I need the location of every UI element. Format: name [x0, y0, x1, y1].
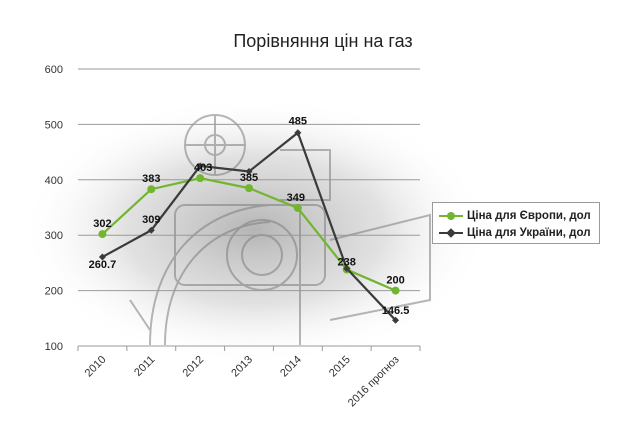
data-label: 146.5 — [382, 305, 410, 317]
y-tick-label: 100 — [45, 341, 63, 353]
data-labels: 302 383 403 385 349 238 200 260.7 309 485 146.5 — [89, 116, 410, 318]
data-label: 260.7 — [89, 259, 117, 271]
data-label: 403 — [194, 162, 212, 174]
point-marker-1 — [245, 167, 253, 175]
y-tick-label: 200 — [45, 286, 63, 298]
data-label: 302 — [93, 218, 111, 230]
legend-item-europe: Ціна для Європи, дол — [439, 208, 593, 223]
point-marker-0 — [293, 204, 302, 213]
series-layer — [98, 129, 400, 324]
data-label: 349 — [287, 192, 305, 204]
legend: Ціна для Європи, дол Ціна для України, д… — [432, 202, 600, 244]
chart-title: Порівняння цін на газ — [233, 31, 412, 51]
legend-item-ukraine: Ціна для України, дол — [439, 225, 593, 240]
point-marker-0 — [147, 185, 156, 194]
data-label: 383 — [142, 173, 160, 185]
point-marker-0 — [391, 286, 400, 295]
background-pipeline-image — [20, 95, 490, 365]
data-label: 485 — [289, 116, 307, 128]
data-label: 238 — [338, 257, 356, 269]
point-marker-1 — [392, 316, 400, 324]
point-marker-1 — [98, 253, 106, 261]
data-label: 385 — [240, 172, 258, 184]
data-label: 309 — [142, 214, 160, 226]
legend-label-europe: Ціна для Європи, дол — [467, 209, 591, 222]
y-tick-label: 500 — [45, 119, 63, 131]
y-tick-label: 600 — [45, 64, 63, 76]
data-label: 200 — [386, 275, 404, 287]
point-marker-1 — [147, 226, 155, 234]
point-marker-1 — [343, 264, 351, 272]
x-tick-label: 2011 — [132, 354, 157, 379]
point-marker-0 — [245, 184, 253, 193]
grid — [78, 68, 420, 347]
x-tick-label: 2016 прогноз — [346, 354, 402, 410]
point-marker-1 — [196, 162, 204, 170]
point-marker-1 — [294, 129, 302, 137]
legend-key-ukraine — [439, 227, 463, 239]
legend-label-ukraine: Ціна для України, дол — [467, 226, 591, 239]
y-tick-label: 300 — [45, 230, 63, 242]
legend-key-europe — [439, 210, 463, 222]
point-marker-0 — [98, 230, 107, 239]
x-tick-label: 2010 — [83, 354, 109, 380]
y-tick-label: 400 — [45, 175, 63, 187]
point-marker-0 — [196, 174, 205, 183]
